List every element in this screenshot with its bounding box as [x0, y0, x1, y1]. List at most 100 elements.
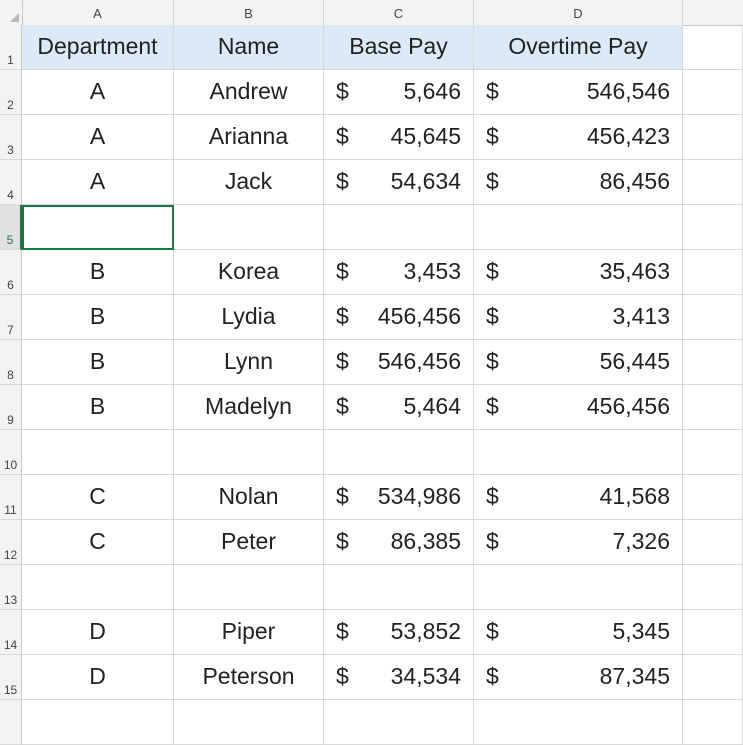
- cell-base_pay[interactable]: [324, 700, 474, 745]
- cell-name[interactable]: Piper: [174, 610, 324, 655]
- row-header-4[interactable]: 4: [0, 160, 22, 205]
- cell-name[interactable]: [174, 430, 324, 475]
- cell-overtime_pay[interactable]: $56,445: [474, 340, 683, 385]
- cell-base_pay[interactable]: $5,464: [324, 385, 474, 430]
- cell-overtime_pay[interactable]: [474, 700, 683, 745]
- cell-empty[interactable]: [683, 295, 743, 340]
- cell-base_pay[interactable]: $54,634: [324, 160, 474, 205]
- column-header-a[interactable]: A: [22, 0, 174, 25]
- cell-empty[interactable]: [683, 655, 743, 700]
- cell-overtime_pay[interactable]: $86,456: [474, 160, 683, 205]
- cell-base_pay[interactable]: [324, 430, 474, 475]
- cell-name[interactable]: Lynn: [174, 340, 324, 385]
- cell-overtime_pay[interactable]: $456,423: [474, 115, 683, 160]
- cell-overtime_pay[interactable]: $546,546: [474, 70, 683, 115]
- cell-department[interactable]: [22, 700, 174, 745]
- row-header-15[interactable]: 15: [0, 655, 22, 700]
- cell-base_pay[interactable]: $546,456: [324, 340, 474, 385]
- cell-department[interactable]: B: [22, 385, 174, 430]
- cell-name[interactable]: Arianna: [174, 115, 324, 160]
- cell-department[interactable]: B: [22, 295, 174, 340]
- cell-empty[interactable]: [683, 520, 743, 565]
- cell-overtime_pay[interactable]: $5,345: [474, 610, 683, 655]
- cell-department[interactable]: C: [22, 475, 174, 520]
- cell-overtime_pay[interactable]: $41,568: [474, 475, 683, 520]
- row-header-1[interactable]: 1: [0, 25, 22, 70]
- row-header-16[interactable]: [0, 700, 22, 745]
- cell-base_pay[interactable]: $3,453: [324, 250, 474, 295]
- cell-empty[interactable]: [683, 250, 743, 295]
- cell-department[interactable]: B: [22, 340, 174, 385]
- column-header-b[interactable]: B: [174, 0, 324, 25]
- cell-department[interactable]: C: [22, 520, 174, 565]
- row-header-10[interactable]: 10: [0, 430, 22, 475]
- header-cell-overtime_pay[interactable]: Overtime Pay: [474, 25, 683, 70]
- cell-overtime_pay[interactable]: $3,413: [474, 295, 683, 340]
- cell-overtime_pay[interactable]: [474, 430, 683, 475]
- cell-department[interactable]: [22, 430, 174, 475]
- column-header-c[interactable]: C: [324, 0, 474, 25]
- cell-empty[interactable]: [683, 700, 743, 745]
- cell-empty[interactable]: [683, 565, 743, 610]
- cell-overtime_pay[interactable]: $87,345: [474, 655, 683, 700]
- cell-department[interactable]: D: [22, 655, 174, 700]
- row-header-3[interactable]: 3: [0, 115, 22, 160]
- row-header-2[interactable]: 2: [0, 70, 22, 115]
- cell-base_pay[interactable]: $5,646: [324, 70, 474, 115]
- row-header-11[interactable]: 11: [0, 475, 22, 520]
- cell-name[interactable]: Andrew: [174, 70, 324, 115]
- cell-name[interactable]: Peterson: [174, 655, 324, 700]
- cell-department[interactable]: A: [22, 70, 174, 115]
- cell-base_pay[interactable]: [324, 205, 474, 250]
- header-cell-base_pay[interactable]: Base Pay: [324, 25, 474, 70]
- cell-name[interactable]: [174, 700, 324, 745]
- cell-department[interactable]: [22, 565, 174, 610]
- cell-overtime_pay[interactable]: $7,326: [474, 520, 683, 565]
- row-header-5[interactable]: 5: [0, 205, 22, 250]
- cell-name[interactable]: [174, 565, 324, 610]
- cell-department[interactable]: B: [22, 250, 174, 295]
- cell-name[interactable]: Madelyn: [174, 385, 324, 430]
- cell-department[interactable]: [22, 205, 174, 250]
- cell-empty[interactable]: [683, 160, 743, 205]
- row-header-14[interactable]: 14: [0, 610, 22, 655]
- column-header-d[interactable]: D: [474, 0, 683, 25]
- cell-base_pay[interactable]: $34,534: [324, 655, 474, 700]
- cell-overtime_pay[interactable]: [474, 565, 683, 610]
- cell-empty[interactable]: [683, 115, 743, 160]
- cell-name[interactable]: Nolan: [174, 475, 324, 520]
- cell-empty[interactable]: [683, 475, 743, 520]
- row-header-13[interactable]: 13: [0, 565, 22, 610]
- select-all-button[interactable]: [0, 0, 23, 25]
- cell-base_pay[interactable]: $45,645: [324, 115, 474, 160]
- row-header-7[interactable]: 7: [0, 295, 22, 340]
- cell-empty[interactable]: [683, 205, 743, 250]
- row-header-8[interactable]: 8: [0, 340, 22, 385]
- cell-department[interactable]: A: [22, 160, 174, 205]
- cell-overtime_pay[interactable]: $456,456: [474, 385, 683, 430]
- cell-empty[interactable]: [683, 385, 743, 430]
- row-header-12[interactable]: 12: [0, 520, 22, 565]
- column-header-e[interactable]: [683, 0, 743, 25]
- cell-empty[interactable]: [683, 70, 743, 115]
- cell-base_pay[interactable]: $456,456: [324, 295, 474, 340]
- cell-overtime_pay[interactable]: $35,463: [474, 250, 683, 295]
- header-cell-name[interactable]: Name: [174, 25, 324, 70]
- cell-name[interactable]: Korea: [174, 250, 324, 295]
- cell-name[interactable]: Lydia: [174, 295, 324, 340]
- cell-empty[interactable]: [683, 25, 743, 70]
- cell-department[interactable]: D: [22, 610, 174, 655]
- cell-empty[interactable]: [683, 610, 743, 655]
- cell-department[interactable]: A: [22, 115, 174, 160]
- cell-name[interactable]: [174, 205, 324, 250]
- row-header-6[interactable]: 6: [0, 250, 22, 295]
- row-header-9[interactable]: 9: [0, 385, 22, 430]
- cell-empty[interactable]: [683, 430, 743, 475]
- cell-overtime_pay[interactable]: [474, 205, 683, 250]
- cell-name[interactable]: Peter: [174, 520, 324, 565]
- cell-empty[interactable]: [683, 340, 743, 385]
- cell-base_pay[interactable]: [324, 565, 474, 610]
- cell-base_pay[interactable]: $53,852: [324, 610, 474, 655]
- cell-name[interactable]: Jack: [174, 160, 324, 205]
- cell-base_pay[interactable]: $86,385: [324, 520, 474, 565]
